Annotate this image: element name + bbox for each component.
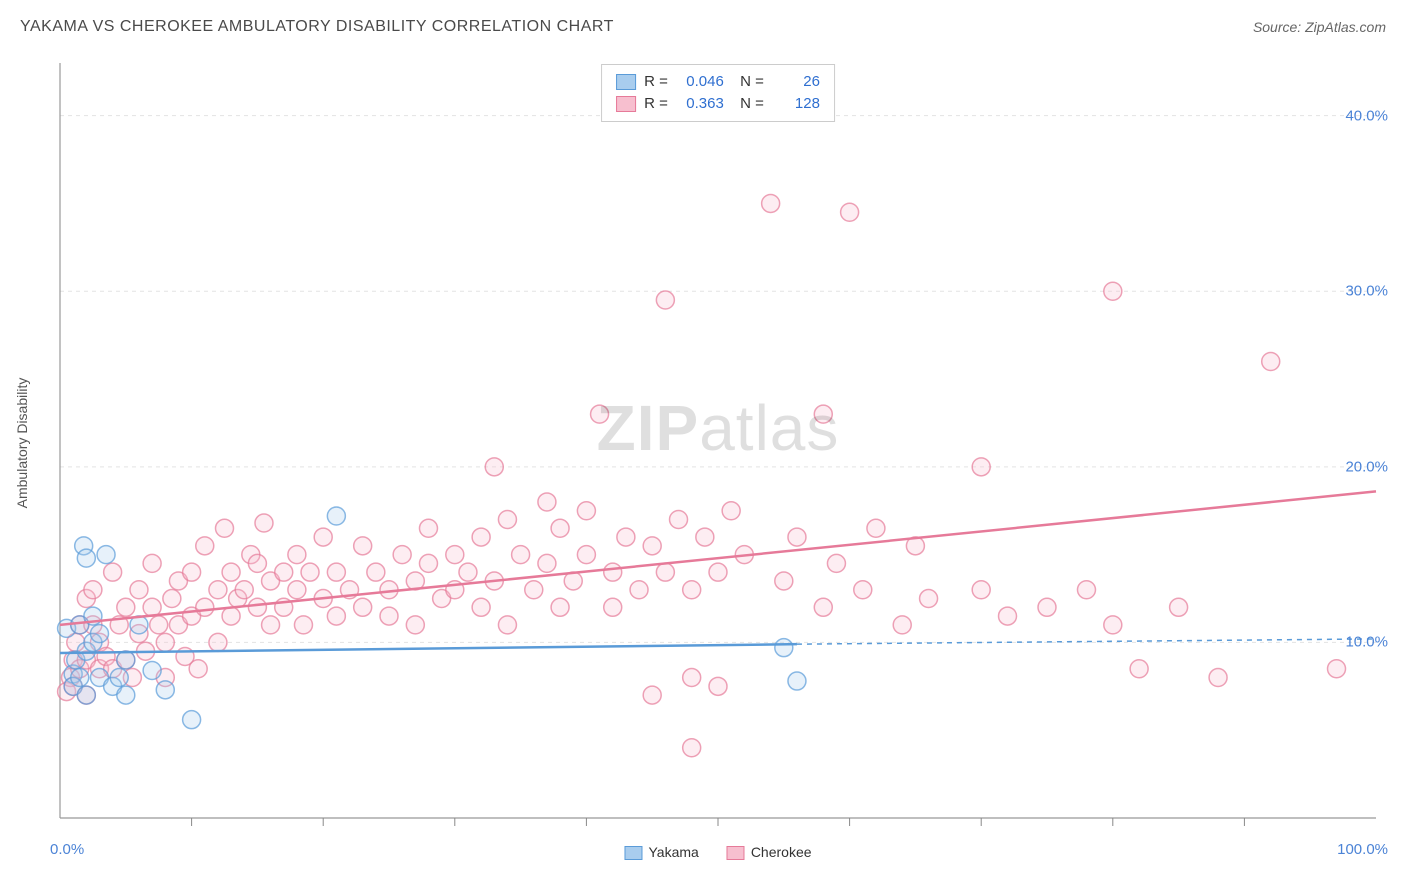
legend-row-cherokee: R =0.363 N =128 <box>616 93 820 115</box>
y-tick-label: 30.0% <box>1345 283 1388 300</box>
chart-area: Ambulatory Disability ZIPatlas R =0.046 … <box>50 58 1386 828</box>
y-tick-label: 40.0% <box>1345 107 1388 124</box>
y-axis-label: Ambulatory Disability <box>14 378 30 509</box>
y-tick-label: 10.0% <box>1345 634 1388 651</box>
swatch-yakama <box>616 74 636 90</box>
correlation-legend: R =0.046 N =26 R =0.363 N =128 <box>601 64 835 122</box>
legend-row-yakama: R =0.046 N =26 <box>616 71 820 93</box>
swatch-cherokee <box>616 96 636 112</box>
scatter-plot <box>50 58 1386 828</box>
y-tick-label: 20.0% <box>1345 458 1388 475</box>
legend-item-cherokee: Cherokee <box>727 844 812 860</box>
x-axis-min: 0.0% <box>50 841 84 858</box>
chart-title: YAKAMA VS CHEROKEE AMBULATORY DISABILITY… <box>20 18 614 36</box>
x-axis-max: 100.0% <box>1337 841 1388 858</box>
series-legend: Yakama Cherokee <box>624 844 811 860</box>
legend-item-yakama: Yakama <box>624 844 698 860</box>
source-attribution: Source: ZipAtlas.com <box>1253 19 1386 35</box>
